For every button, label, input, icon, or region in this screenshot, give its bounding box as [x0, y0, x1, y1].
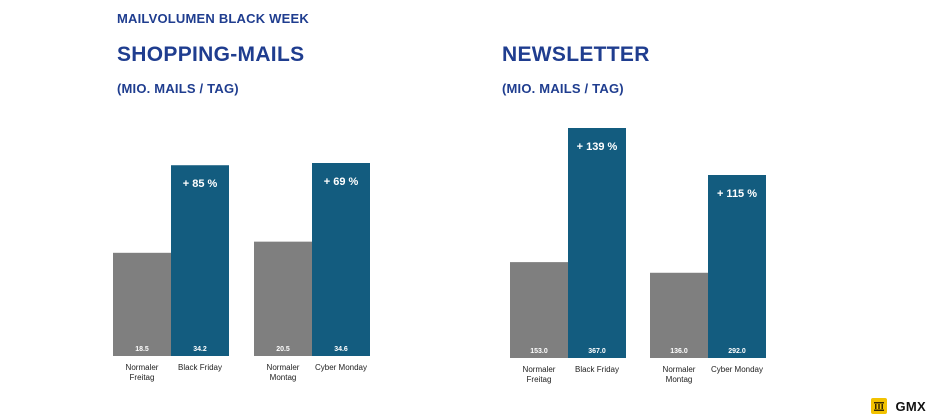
bar-change-annotation: + 69 %	[324, 176, 359, 188]
bar-change-annotation: + 85 %	[183, 178, 218, 190]
bar-cyber-monday	[708, 175, 766, 358]
page-supertitle: MAILVOLUMEN BLACK WEEK	[117, 11, 309, 26]
bar-cyber-monday	[312, 163, 370, 356]
category-label: Normaler Freitag	[126, 363, 159, 382]
bar-value-label: 34.2	[193, 346, 207, 353]
bar-value-label: 34.6	[334, 346, 348, 353]
bar-value-label: 136.0	[670, 348, 688, 355]
chart-subtitle-shopping: (MIO. MAILS / TAG)	[117, 81, 239, 96]
category-label: Black Friday	[178, 363, 222, 372]
bar-value-label: 367.0	[588, 348, 606, 355]
bar-value-label: 18.5	[135, 346, 149, 353]
category-label: Black Friday	[575, 365, 619, 374]
united-internet-logo-icon	[871, 398, 888, 414]
bar-value-label: 292.0	[728, 348, 746, 355]
bar-normaler-montag	[254, 241, 312, 356]
chart-title-shopping: SHOPPING-MAILS	[117, 43, 305, 66]
bar-normaler-freitag	[113, 252, 171, 356]
bar-black-friday	[568, 128, 626, 358]
chart-subtitle-newsletter: (MIO. MAILS / TAG)	[502, 81, 624, 96]
bar-normaler-freitag	[510, 262, 568, 358]
footer-logos: GMX	[871, 398, 926, 414]
bar-value-label: 20.5	[276, 346, 290, 353]
bar-black-friday	[171, 165, 229, 356]
category-label: Normaler Freitag	[523, 365, 556, 384]
bar-normaler-montag	[650, 272, 708, 358]
bar-value-label: 153.0	[530, 348, 548, 355]
category-label: Cyber Monday	[315, 363, 367, 372]
category-label: Cyber Monday	[711, 365, 763, 374]
gmx-logo: GMX	[895, 398, 926, 414]
bar-change-annotation: + 115 %	[717, 188, 757, 200]
category-label: Normaler Montag	[663, 365, 696, 384]
bar-change-annotation: + 139 %	[577, 141, 618, 153]
category-label: Normaler Montag	[267, 363, 300, 382]
chart-title-newsletter: NEWSLETTER	[502, 43, 650, 66]
